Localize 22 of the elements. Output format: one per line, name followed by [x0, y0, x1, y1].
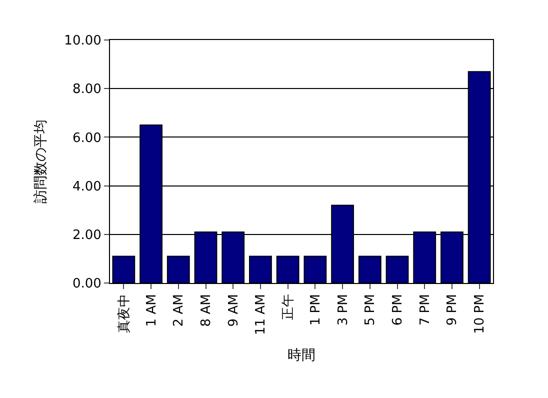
x-tick-label: 5 PM — [363, 294, 378, 326]
x-tick-label: 9 PM — [445, 294, 460, 326]
x-tick-label: 真夜中 — [116, 294, 132, 334]
x-tick-label: 正午 — [281, 294, 296, 320]
x-tick-label: 7 PM — [418, 294, 433, 326]
x-tick-label: 10 PM — [472, 294, 488, 334]
y-tick-label: 6.00 — [72, 130, 102, 146]
x-tick-label: 1 PM — [308, 294, 324, 326]
y-tick-label: 8.00 — [72, 82, 102, 98]
x-axis-title: 時間 — [288, 347, 316, 364]
x-tick-label: 9 AM — [226, 294, 242, 327]
x-tick-label: 2 AM — [172, 294, 187, 327]
x-tick-label: 11 AM — [254, 294, 269, 335]
y-tick-label: 0.00 — [72, 276, 102, 292]
y-tick-label: 4.00 — [72, 179, 102, 194]
y-tick-label: 10.00 — [64, 34, 102, 49]
y-tick-label: 2.00 — [72, 228, 102, 243]
x-tick-label: 1 AM — [144, 294, 160, 327]
y-axis-title: 訪問数の平均 — [32, 120, 49, 204]
x-tick-label: 3 PM — [336, 294, 351, 326]
x-tick-label: 6 PM — [390, 294, 406, 326]
x-tick-label: 8 AM — [198, 294, 214, 327]
